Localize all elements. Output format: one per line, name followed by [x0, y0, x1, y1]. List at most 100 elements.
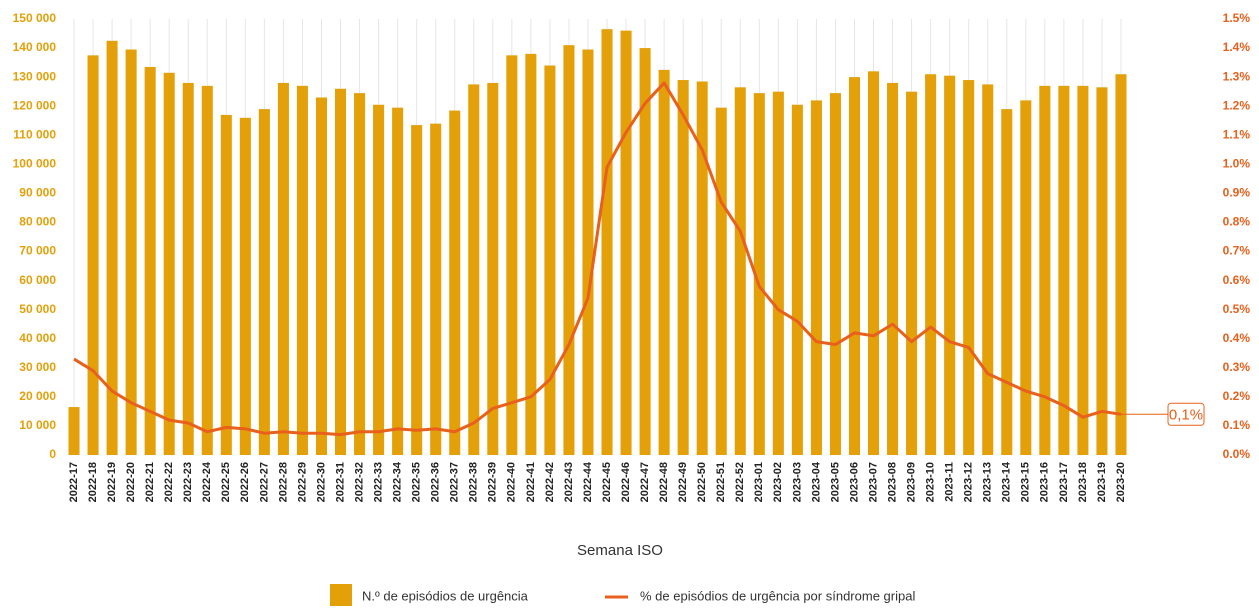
bar [373, 104, 385, 455]
bar [1115, 74, 1127, 455]
y-tick-label: 90 000 [19, 186, 56, 200]
x-tick-label: 2022-23 [182, 462, 194, 502]
x-tick-label: 2023-01 [753, 462, 765, 502]
bar [525, 53, 537, 455]
bar [582, 49, 594, 456]
bar [544, 65, 556, 456]
x-tick-label: 2023-07 [867, 462, 879, 502]
x-tick-label: 2022-35 [411, 462, 423, 502]
x-tick-label: 2023-18 [1077, 462, 1089, 502]
x-tick-label: 2022-19 [106, 462, 118, 502]
x-tick-label: 2023-11 [944, 462, 956, 502]
bar [258, 109, 270, 456]
x-tick-label: 2022-49 [677, 462, 689, 502]
y-tick-label: 0 [49, 447, 56, 461]
x-tick-label: 2023-06 [848, 462, 860, 502]
y-tick-label: 40 000 [19, 331, 56, 345]
x-tick-label: 2022-28 [277, 462, 289, 502]
x-tick-label: 2023-09 [905, 462, 917, 502]
bar [925, 74, 937, 455]
y2-tick-label: 1.2% [1223, 98, 1251, 112]
bar [220, 114, 232, 456]
bar [753, 93, 765, 456]
x-tick-label: 2023-08 [886, 462, 898, 502]
bar [487, 82, 499, 456]
y-tick-label: 100 000 [13, 157, 57, 171]
bar [829, 93, 841, 456]
bar [734, 87, 746, 455]
x-tick-label: 2022-48 [658, 462, 670, 502]
bar [906, 91, 918, 456]
bar [1001, 109, 1013, 456]
legend-swatch [330, 584, 352, 606]
bar [315, 97, 328, 455]
x-tick-label: 2022-21 [144, 462, 156, 502]
legend-label: N.º de episódios de urgência [362, 588, 529, 603]
y2-tick-label: 0.4% [1223, 331, 1251, 345]
x-tick-label: 2022-37 [449, 462, 461, 502]
x-tick-label: 2022-45 [601, 462, 613, 502]
y2-tick-label: 0.0% [1223, 447, 1251, 461]
bar [430, 123, 442, 455]
x-tick-label: 2023-05 [829, 462, 841, 502]
bar [163, 72, 175, 456]
x-tick-label: 2022-30 [315, 462, 327, 502]
bar [68, 407, 80, 455]
y-tick-label: 110 000 [13, 127, 56, 141]
x-tick-label: 2022-29 [296, 462, 308, 502]
bar [563, 45, 575, 455]
x-tick-label: 2022-24 [201, 461, 213, 502]
bar [887, 82, 899, 456]
bar [1096, 87, 1108, 455]
bar [639, 48, 651, 456]
x-tick-label: 2022-41 [525, 462, 537, 502]
x-tick-label: 2022-39 [487, 462, 499, 502]
bar [620, 30, 632, 455]
x-tick-label: 2023-14 [1001, 461, 1013, 502]
bar [867, 71, 880, 455]
y-tick-label: 20 000 [19, 389, 56, 403]
x-tick-label: 2022-42 [544, 462, 556, 502]
x-tick-label: 2022-26 [239, 462, 251, 502]
bar [411, 125, 423, 456]
y2-tick-label: 1.3% [1223, 69, 1251, 83]
bar [87, 55, 99, 455]
y-tick-label: 70 000 [19, 244, 56, 258]
bar [144, 66, 156, 456]
y-tick-label: 50 000 [19, 302, 56, 316]
bar [334, 88, 347, 455]
y2-tick-label: 1.1% [1223, 127, 1251, 141]
y2-tick-label: 0.9% [1223, 186, 1251, 200]
bar [201, 85, 213, 455]
x-tick-label: 2022-40 [506, 462, 518, 502]
bar [791, 104, 803, 455]
y-tick-label: 130 000 [13, 69, 57, 83]
bar [468, 84, 480, 456]
y2-tick-label: 1.0% [1223, 157, 1251, 171]
y2-tick-label: 1.5% [1223, 11, 1251, 25]
bar [601, 29, 613, 455]
x-tick-label: 2022-17 [68, 462, 80, 502]
y2-tick-label: 0.6% [1223, 273, 1251, 287]
bar [125, 49, 137, 456]
x-tick-label: 2022-34 [392, 461, 404, 502]
x-tick-label: 2022-47 [639, 462, 651, 502]
bar [277, 82, 289, 456]
bar [449, 110, 461, 455]
bar [506, 55, 518, 455]
x-tick-label: 2023-10 [925, 462, 937, 502]
x-tick-label: 2023-19 [1096, 462, 1108, 502]
bar [106, 40, 118, 456]
bar [810, 100, 822, 456]
bar [944, 75, 956, 456]
x-tick-label: 2023-03 [791, 462, 803, 502]
y-tick-label: 60 000 [19, 273, 56, 287]
bar [963, 80, 975, 455]
bar [715, 107, 727, 456]
y2-tick-label: 0.2% [1223, 389, 1251, 403]
y-tick-label: 150 000 [13, 11, 57, 25]
y-tick-label: 140 000 [13, 40, 57, 54]
y2-tick-label: 0.3% [1223, 360, 1251, 374]
y2-tick-label: 0.8% [1223, 215, 1251, 229]
